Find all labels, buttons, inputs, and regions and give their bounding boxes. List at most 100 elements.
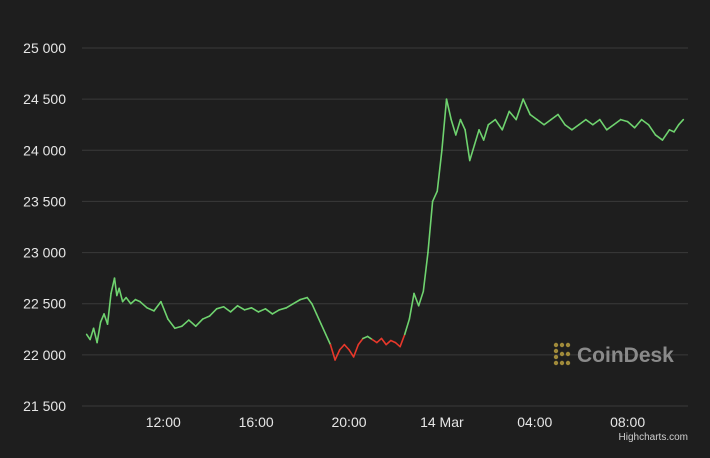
series-segment [129,298,137,305]
x-tick-label: 04:00 [517,414,552,430]
series-segment [417,290,425,307]
series-segment [194,318,204,328]
series-segment [673,123,680,133]
series-segment [422,251,429,293]
y-tick-label: 22 500 [23,296,66,312]
series-segment [450,118,457,136]
series-segment [385,339,392,346]
series-segment [403,318,411,336]
series-segment [243,307,253,311]
series-segment [222,305,232,313]
series-segment [605,123,615,131]
series-segment [612,118,622,126]
series-segment [585,118,594,126]
series-segment [92,327,98,344]
series-segment [85,333,91,341]
series-segment [329,343,336,361]
series-segment [208,308,218,317]
series-segment [371,338,378,344]
series-segment [668,129,675,133]
series-segment [501,110,511,131]
series-segment [99,313,105,323]
y-tick-label: 25 000 [23,40,66,56]
series-segment [473,129,480,146]
series-segment [324,333,332,346]
series-segment [380,337,387,346]
series-segment [550,113,559,121]
series-segment [285,302,295,309]
series-segment [647,123,657,136]
series-segment [125,296,132,305]
y-tick-label: 23 000 [23,245,66,261]
y-tick-label: 24 000 [23,142,66,158]
series-segment [487,118,497,126]
series-segment [229,304,239,313]
y-tick-label: 23 500 [23,193,66,209]
series-segment [271,309,281,315]
series-segment [118,287,124,303]
series-segment [357,337,364,346]
series-segment [181,319,190,328]
series-segment [478,129,485,141]
series-segment [445,98,452,121]
series-segment [557,113,566,126]
series-segment [376,337,383,344]
y-axis-labels: 21 500 22 000 22 500 23 000 23 500 24 000 24 5… [23,40,66,414]
series-segment [167,318,176,330]
series-segment [522,98,531,116]
series-segment [348,348,355,358]
x-tick-label: 14 Mar [420,414,464,430]
series-segment [160,300,169,320]
series-segment [464,129,471,162]
series-segment [459,118,466,131]
y-tick-label: 21 500 [23,398,66,414]
series-segment [121,296,127,303]
series-segment [508,110,517,121]
series-segment [571,123,580,131]
series-segment [536,118,545,126]
series-segment [174,325,183,330]
series-segment [96,321,102,344]
series-segment [343,343,350,351]
series-segment [215,305,225,310]
series-segment [236,304,246,311]
y-tick-label: 22 000 [23,347,66,363]
x-tick-label: 16:00 [239,414,274,430]
series-segment [408,292,415,320]
series-segment [529,113,538,121]
series-segment [311,302,318,315]
series-segment [592,118,601,126]
price-series [85,98,685,361]
series-segment [338,343,346,351]
coindesk-logo-icon [553,342,571,366]
series-segment [515,98,524,121]
series-segment [633,118,643,129]
y-tick-label: 24 500 [23,91,66,107]
series-segment [455,118,462,136]
chart-credit[interactable]: Highcharts.com [619,432,688,443]
series-segment [468,144,476,162]
x-tick-label: 12:00 [146,414,181,430]
series-segment [278,307,288,311]
series-segment [110,277,116,295]
series-segment [299,296,309,301]
series-segment [431,190,439,203]
series-segment [436,149,443,192]
series-segment [626,120,636,129]
series-segment [677,118,685,126]
series-segment [146,307,155,312]
series-segment [661,129,671,141]
series-segment [399,333,406,348]
watermark: CoinDesk [553,342,674,367]
series-segment [306,296,313,305]
grid [82,47,688,407]
series-segment [250,307,260,313]
series-segment [113,277,118,297]
series-segment [427,200,434,254]
series-segment [334,348,341,361]
series-segment [394,341,401,348]
series-segment [366,335,374,341]
series-segment [264,308,274,315]
x-tick-label: 20:00 [331,414,366,430]
